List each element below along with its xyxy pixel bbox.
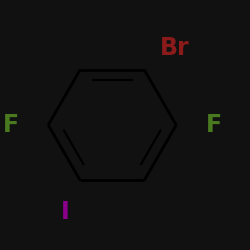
Text: F: F — [206, 113, 222, 137]
Text: F: F — [2, 113, 19, 137]
Text: I: I — [61, 200, 70, 224]
Text: Br: Br — [160, 36, 190, 60]
